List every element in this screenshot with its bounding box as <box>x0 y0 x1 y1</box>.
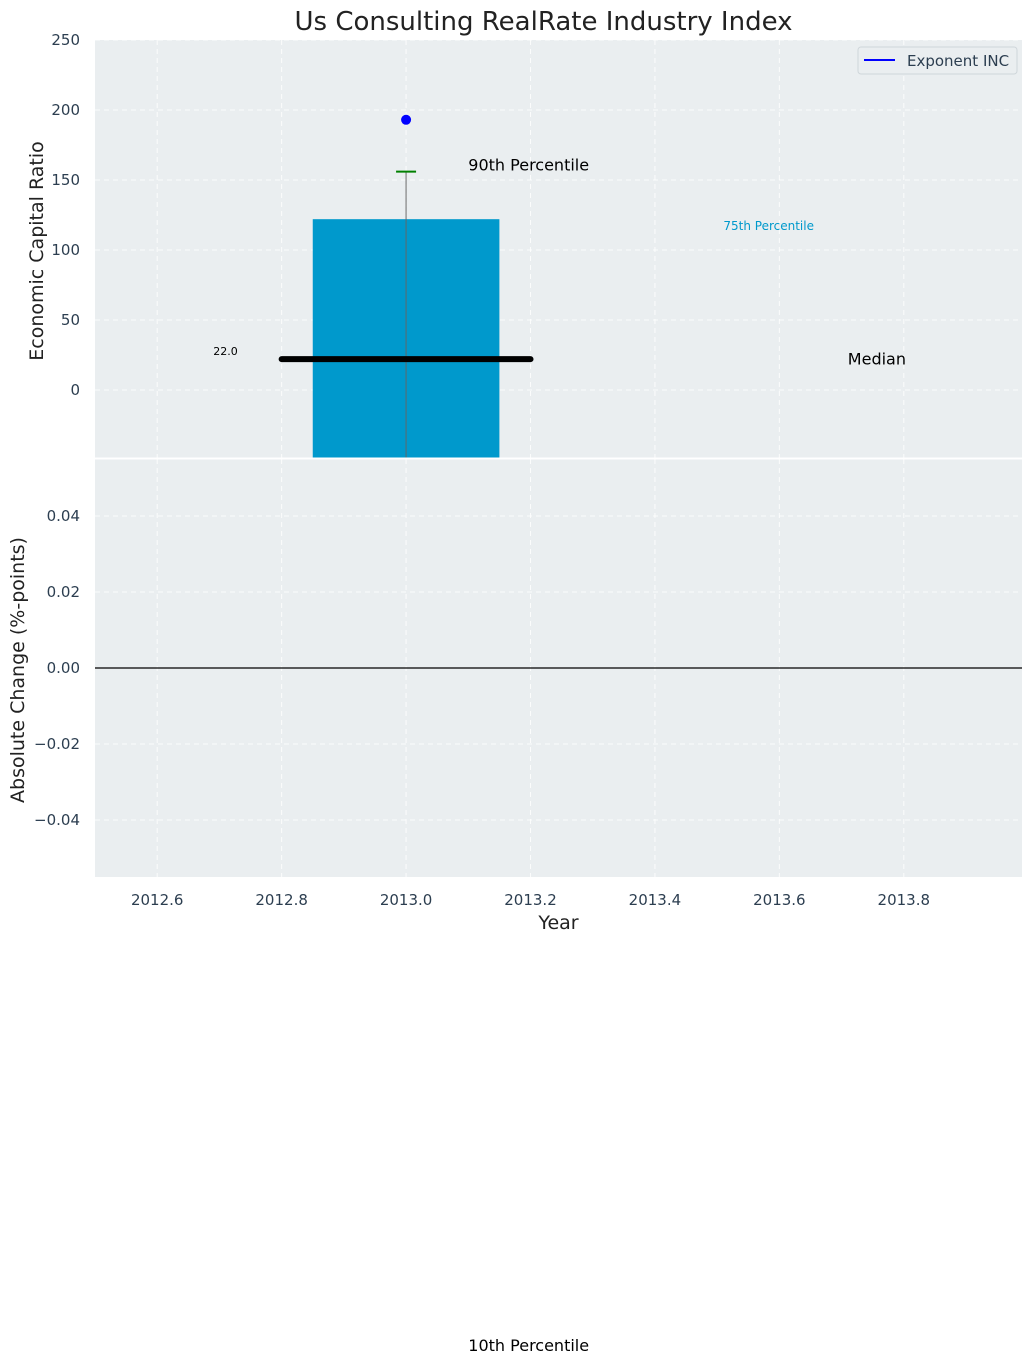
bottom-y-tick-label: 0.04 <box>47 507 80 525</box>
bottom-y-tick-label: 0.00 <box>47 659 80 677</box>
legend-box <box>857 46 1018 75</box>
annotation-90th-percentile: 90th Percentile <box>468 156 589 175</box>
x-tick-label: 2013.2 <box>504 891 557 909</box>
company-point <box>401 114 412 125</box>
top-y-tick-label: 200 <box>51 101 80 119</box>
median-value-label: 22.0 <box>213 345 238 358</box>
bottom-y-tick-label: 0.02 <box>47 583 80 601</box>
legend-label: Exponent INC <box>907 52 1009 70</box>
bottom-y-tick-label: −0.02 <box>34 735 80 753</box>
top-y-tick-label: 250 <box>51 31 80 49</box>
annotation-median: Median <box>848 349 906 368</box>
top-y-tick-label: 0 <box>70 381 80 399</box>
x-tick-label: 2013.6 <box>753 891 806 909</box>
x-tick-label: 2013.4 <box>629 891 682 909</box>
x-tick-label: 2012.6 <box>131 891 184 909</box>
x-tick-label: 2013.0 <box>380 891 433 909</box>
x-axis-title: Year <box>537 912 578 934</box>
bottom-y-axis-title: Absolute Change (%-points) <box>7 537 29 803</box>
top-panel-background <box>95 40 1022 458</box>
annotation-10th-percentile: 10th Percentile <box>468 1336 589 1355</box>
bottom-y-tick-label: −0.04 <box>34 811 80 829</box>
top-y-tick-label: 150 <box>51 171 80 189</box>
chart-title: Us Consulting RealRate Industry Index <box>294 7 792 37</box>
x-tick-label: 2013.8 <box>878 891 931 909</box>
x-tick-label: 2012.8 <box>255 891 308 909</box>
annotation-75th-percentile: 75th Percentile <box>723 219 814 233</box>
top-y-tick-label: 100 <box>51 241 80 259</box>
top-y-tick-label: 50 <box>61 311 80 329</box>
top-y-axis-title: Economic Capital Ratio <box>26 141 48 360</box>
